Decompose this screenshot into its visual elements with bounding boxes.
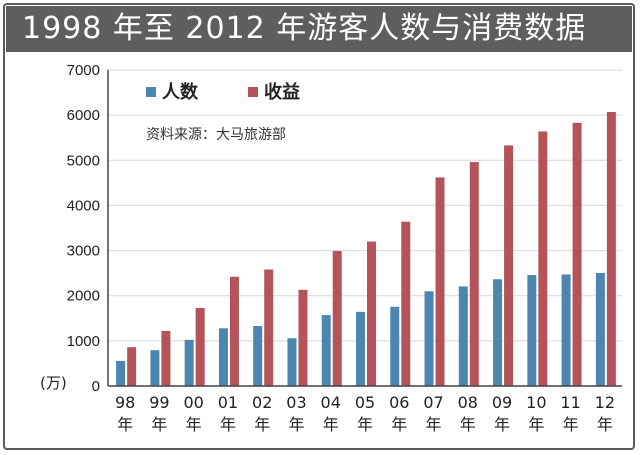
y-tick-label: 3000: [67, 243, 100, 260]
bar-people-02: [253, 326, 263, 386]
x-tick-label: 00: [183, 393, 203, 412]
x-tick-label: 01: [218, 393, 238, 412]
bar-revenue-04: [332, 251, 342, 386]
x-tick-label: 11: [560, 393, 580, 412]
x-tick-label: 08: [458, 393, 478, 412]
bar-people-09: [493, 279, 503, 386]
x-tick-label-suffix: 年: [357, 415, 373, 434]
x-tick-label: 03: [286, 393, 306, 412]
bar-people-99: [150, 350, 160, 386]
x-tick-label-suffix: 年: [220, 415, 236, 434]
bar-people-07: [424, 291, 434, 386]
x-tick-label-suffix: 年: [254, 415, 270, 434]
bar-revenue-05: [367, 241, 376, 386]
x-axis-ticks: 98年99年00年01年02年03年04年05年06年07年08年09年10年1…: [115, 393, 615, 434]
y-axis-ticks: 0 1000 2000 3000 4000 5000 6000 7000: [67, 62, 100, 395]
y-tick-label: 1000: [67, 333, 100, 350]
bar-revenue-03: [298, 289, 308, 386]
bar-people-98: [116, 360, 126, 386]
bar-people-06: [390, 306, 400, 386]
bar-people-10: [527, 275, 537, 386]
x-tick-label-suffix: 年: [288, 415, 304, 434]
x-tick-label-suffix: 年: [528, 415, 544, 434]
bar-people-05: [356, 311, 365, 386]
bar-revenue-99: [161, 330, 171, 386]
x-tick-label-suffix: 年: [426, 415, 442, 434]
legend-swatch-people: [146, 87, 156, 97]
y-tick-label: 7000: [67, 62, 100, 79]
x-tick-label: 02: [252, 393, 272, 412]
x-tick-label: 12: [595, 393, 615, 412]
bar-revenue-08: [469, 162, 479, 386]
bars: [116, 111, 616, 387]
x-tick-label: 05: [355, 393, 375, 412]
x-tick-label-suffix: 年: [563, 415, 579, 434]
bar-people-04: [321, 315, 331, 386]
x-tick-label-suffix: 年: [391, 415, 407, 434]
bar-people-11: [561, 274, 571, 386]
x-tick-label-suffix: 年: [597, 415, 613, 434]
source-note: 资料来源：大马旅游部: [146, 127, 286, 143]
bar-revenue-07: [435, 177, 445, 386]
x-tick-label: 07: [423, 393, 443, 412]
bar-revenue-02: [264, 269, 274, 386]
x-tick-label-suffix: 年: [151, 415, 167, 434]
y-unit-label: (万): [40, 374, 67, 392]
x-tick-label-suffix: 年: [186, 415, 202, 434]
bar-people-03: [287, 338, 297, 386]
bar-people-01: [218, 328, 228, 386]
legend-label-people: 人数: [162, 81, 199, 103]
bar-people-00: [184, 339, 194, 386]
y-tick-label: 6000: [67, 107, 100, 124]
bar-revenue-01: [229, 276, 239, 386]
x-tick-label-suffix: 年: [494, 415, 510, 434]
bar-people-08: [458, 286, 468, 386]
x-tick-label: 10: [526, 393, 546, 412]
x-tick-label: 04: [321, 393, 341, 412]
chart-title: 1998 年至 2012 年游客人数与消费数据: [6, 6, 632, 52]
y-tick-label: 4000: [67, 197, 100, 214]
legend: 人数 收益: [146, 81, 300, 103]
x-tick-label-suffix: 年: [460, 415, 476, 434]
x-tick-label-suffix: 年: [323, 415, 339, 434]
x-tick-label: 99: [149, 393, 169, 412]
legend-label-revenue: 收益: [264, 81, 300, 103]
bar-revenue-06: [401, 221, 411, 386]
y-tick-label: 0: [92, 378, 100, 395]
x-tick-label: 98: [115, 393, 135, 412]
bar-revenue-11: [572, 122, 582, 387]
bar-revenue-09: [504, 145, 514, 386]
y-tick-label: 5000: [67, 152, 100, 169]
bar-revenue-98: [127, 347, 137, 386]
x-tick-label-suffix: 年: [117, 415, 133, 434]
x-tick-label: 06: [389, 393, 409, 412]
bar-people-12: [595, 273, 605, 386]
bar-revenue-10: [538, 131, 548, 386]
legend-swatch-revenue: [248, 87, 258, 97]
bar-revenue-00: [195, 307, 205, 386]
y-tick-label: 2000: [67, 288, 100, 305]
bar-revenue-12: [606, 111, 616, 387]
x-tick-label: 09: [492, 393, 512, 412]
